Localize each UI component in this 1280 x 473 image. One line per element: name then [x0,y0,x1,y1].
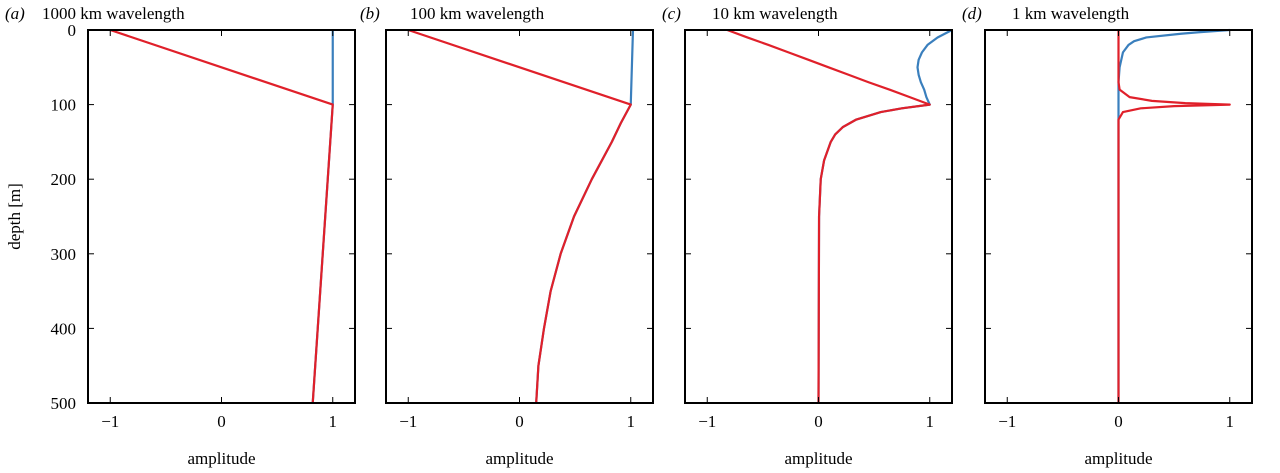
panel-title: 10 km wavelength [712,4,838,23]
x-tick-label: 1 [1226,412,1235,431]
x-tick-label: −1 [101,412,119,431]
line-series [1117,30,1231,403]
panel-title: 1000 km wavelength [42,4,185,23]
panel-label: (a) [5,4,25,23]
y-tick-label: 100 [51,96,77,115]
line-series [109,28,334,404]
x-tick-label: 1 [627,412,636,431]
panel-label: (d) [962,4,982,23]
x-axis-label: amplitude [1085,449,1153,468]
y-tick-label: 400 [51,319,77,338]
axes-frame [87,29,356,404]
x-tick-label: 1 [926,412,935,431]
x-tick-label: 0 [814,412,823,431]
y-tick-label: 200 [51,170,77,189]
line-series [535,29,635,404]
line-series [817,29,953,404]
x-tick-label: 1 [329,412,338,431]
panel-label: (c) [662,4,681,23]
panel-title: 1 km wavelength [1012,4,1130,23]
x-axis-label: amplitude [785,449,853,468]
x-axis-label: amplitude [486,449,554,468]
x-tick-label: 0 [1114,412,1123,431]
x-axis-label: amplitude [188,449,256,468]
y-axis-label: depth [m] [5,183,24,250]
line-series [726,28,931,404]
x-tick-label: 0 [217,412,226,431]
x-tick-label: −1 [998,412,1016,431]
panel-title: 100 km wavelength [410,4,545,23]
y-tick-label: 300 [51,245,77,264]
x-tick-label: −1 [698,412,716,431]
line-series [1117,28,1230,403]
y-tick-label: 500 [51,394,77,413]
axes-frame [385,29,654,404]
x-tick-label: 0 [515,412,524,431]
y-tick-label: 0 [68,21,77,40]
panel-label: (b) [360,4,380,23]
x-tick-label: −1 [399,412,417,431]
line-series [407,28,632,404]
